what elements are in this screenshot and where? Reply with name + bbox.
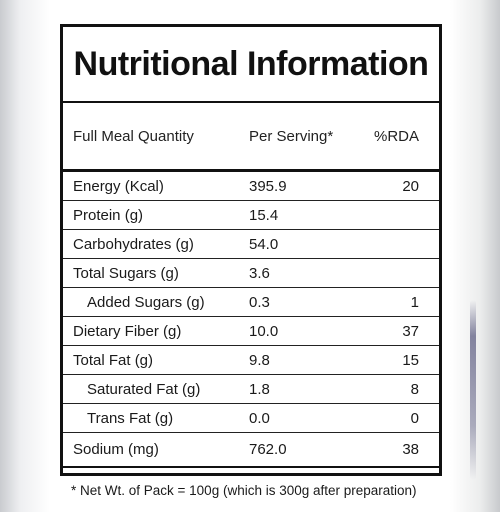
nutrient-rda: 20 <box>402 177 419 195</box>
nutrient-row-carbohydrates: Carbohydrates (g) 54.0 <box>63 230 439 259</box>
header-serving: Per Serving* <box>249 127 334 145</box>
nutrient-serving: 0.3 <box>249 293 270 311</box>
footnote: * Net Wt. of Pack = 100g (which is 300g … <box>71 482 417 498</box>
panel-title: Nutritional Information <box>63 27 439 103</box>
package-edge-decoration <box>470 300 476 480</box>
nutrient-name: Saturated Fat (g) <box>87 380 201 398</box>
nutrient-row-total-sugars: Total Sugars (g) 3.6 <box>63 259 439 288</box>
nutrient-rda: 15 <box>402 351 419 369</box>
nutrient-name: Carbohydrates (g) <box>73 235 194 253</box>
nutrient-name: Energy (Kcal) <box>73 177 164 195</box>
nutrition-panel: Nutritional Information Full Meal Quanti… <box>60 24 442 498</box>
nutrient-serving: 10.0 <box>249 322 279 340</box>
nutrient-serving: 1.8 <box>249 380 270 398</box>
nutrient-serving: 15.4 <box>249 206 279 224</box>
nutrient-serving: 54.0 <box>249 235 279 253</box>
header-name: Full Meal Quantity <box>73 127 194 145</box>
header-rda: %RDA <box>373 127 419 145</box>
nutrient-row-sodium: Sodium (mg) 762.0 38 <box>63 433 439 468</box>
nutrient-name: Protein (g) <box>73 206 144 224</box>
table-header: Full Meal Quantity Per Serving* %RDA <box>63 103 439 172</box>
nutrient-serving: 0.0 <box>249 409 270 427</box>
nutrient-row-added-sugars: Added Sugars (g) 0.3 1 <box>63 288 439 317</box>
nutrient-serving: 3.6 <box>249 264 270 282</box>
nutrient-name: Total Sugars (g) <box>73 264 179 282</box>
nutrient-name: Trans Fat (g) <box>87 409 174 427</box>
nutrient-serving: 9.8 <box>249 351 270 369</box>
nutrient-rda: 1 <box>410 293 419 311</box>
nutrient-rda: 38 <box>402 441 419 458</box>
nutrient-name: Sodium (mg) <box>73 441 159 458</box>
nutrient-row-saturated-fat: Saturated Fat (g) 1.8 8 <box>63 375 439 404</box>
nutrient-name: Dietary Fiber (g) <box>73 322 182 340</box>
nutrient-row-total-fat: Total Fat (g) 9.8 15 <box>63 346 439 375</box>
nutrient-name: Added Sugars (g) <box>87 293 205 311</box>
nutrient-name: Total Fat (g) <box>73 351 154 369</box>
nutrient-row-protein: Protein (g) 15.4 <box>63 201 439 230</box>
nutrient-serving: 762.0 <box>249 441 287 458</box>
nutrient-serving: 395.9 <box>249 177 287 195</box>
nutrient-rda: 37 <box>402 322 419 340</box>
nutrient-rda: 8 <box>410 380 419 398</box>
nutrient-row-trans-fat: Trans Fat (g) 0.0 0 <box>63 404 439 433</box>
nutrient-row-dietary-fiber: Dietary Fiber (g) 10.0 37 <box>63 317 439 346</box>
nutrient-rda: 0 <box>410 409 419 427</box>
nutrient-row-energy: Energy (Kcal) 395.9 20 <box>63 172 439 201</box>
